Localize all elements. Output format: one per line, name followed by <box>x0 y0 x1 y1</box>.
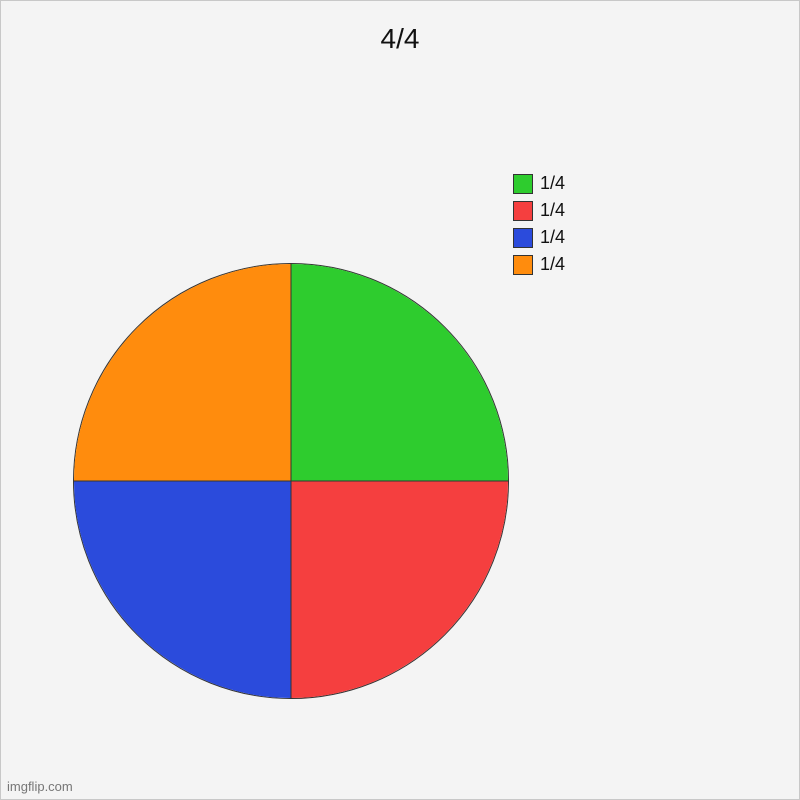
pie-slice-blue <box>74 481 291 698</box>
legend-swatch-icon <box>513 228 533 248</box>
legend-label: 1/4 <box>540 173 565 194</box>
pie-slice-orange <box>74 264 291 481</box>
legend-label: 1/4 <box>540 254 565 275</box>
pie-divider-horizontal <box>74 481 508 482</box>
legend: 1/4 1/4 1/4 1/4 <box>513 173 565 281</box>
pie-slice-green <box>291 264 508 481</box>
pie-chart <box>73 263 509 699</box>
legend-swatch-icon <box>513 174 533 194</box>
legend-label: 1/4 <box>540 227 565 248</box>
legend-item: 1/4 <box>513 173 565 194</box>
pie-slice-red <box>291 481 508 698</box>
watermark: imgflip.com <box>7 779 73 794</box>
legend-label: 1/4 <box>540 200 565 221</box>
legend-item: 1/4 <box>513 200 565 221</box>
chart-area: 1/4 1/4 1/4 1/4 <box>1 1 799 799</box>
legend-swatch-icon <box>513 201 533 221</box>
chart-container: 4/4 1/4 1/4 1/4 1/4 <box>0 0 800 800</box>
legend-swatch-icon <box>513 255 533 275</box>
legend-item: 1/4 <box>513 254 565 275</box>
legend-item: 1/4 <box>513 227 565 248</box>
